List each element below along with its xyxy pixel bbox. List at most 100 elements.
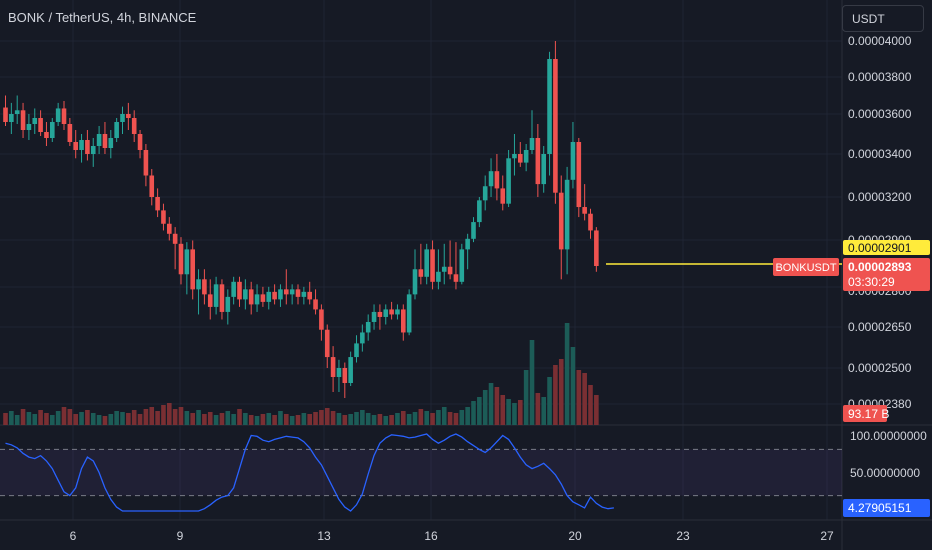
volume-bar xyxy=(576,370,582,425)
candle-body xyxy=(289,289,295,295)
candle-body xyxy=(488,171,494,187)
volume-bar xyxy=(518,400,523,425)
candle-body xyxy=(477,200,482,223)
candle-body xyxy=(131,118,137,134)
candle-body xyxy=(354,343,359,358)
volume-bar xyxy=(289,416,295,425)
volume-bar xyxy=(588,385,593,425)
volume-bar xyxy=(459,410,465,425)
volume-bar xyxy=(61,407,67,425)
candle-body xyxy=(9,114,14,122)
candle-body xyxy=(225,296,231,312)
candle-body xyxy=(266,291,272,302)
volume-bar xyxy=(126,413,131,425)
volume-bar xyxy=(412,412,418,425)
volume-bar xyxy=(219,413,225,425)
volume-badge xyxy=(843,405,887,422)
countdown-text: 03:30:29 xyxy=(848,275,895,289)
candle-body xyxy=(348,357,353,383)
volume-bar xyxy=(207,412,213,425)
candle-body xyxy=(395,309,400,315)
candle-body xyxy=(576,142,582,208)
oscillator-axis-label: 100.00000000 xyxy=(850,429,927,443)
candle-body xyxy=(377,311,383,317)
candle-body xyxy=(126,114,131,118)
candle-body xyxy=(260,294,266,302)
volume-bar xyxy=(266,413,272,425)
current-price-badge-text: 0.00002893 xyxy=(848,260,912,274)
volume-badge-text: 93.17 B xyxy=(848,407,889,421)
time-axis-label: 9 xyxy=(177,529,184,543)
volume-bar xyxy=(96,415,102,425)
volume-bar xyxy=(383,416,389,425)
candle-body xyxy=(313,299,318,310)
oscillator-value-badge-text: 4.27905151 xyxy=(848,501,912,515)
volume-bar xyxy=(342,415,348,425)
candle-body xyxy=(248,289,254,305)
candle-body xyxy=(336,368,342,377)
volume-bar xyxy=(371,415,377,425)
candle-body xyxy=(523,150,529,163)
volume-bar xyxy=(67,409,73,425)
volume-bar xyxy=(85,410,90,425)
volume-bar xyxy=(178,407,184,425)
candle-body xyxy=(471,222,476,239)
volume-bar xyxy=(529,340,535,425)
alert-price-badge-text: 0.00002901 xyxy=(848,241,912,255)
time-axis-label: 16 xyxy=(424,529,438,543)
volume-bar xyxy=(102,416,108,425)
volume-bar xyxy=(330,411,336,425)
candle-body xyxy=(564,179,570,250)
volume-bar xyxy=(488,383,494,425)
price-axis-label: 0.00003200 xyxy=(848,190,912,204)
candle-body xyxy=(184,249,190,275)
candle-body xyxy=(90,146,96,154)
volume-bar xyxy=(424,411,429,425)
volume-bar xyxy=(482,390,488,425)
volume-bar xyxy=(73,414,78,425)
oscillator-band-fill xyxy=(0,449,842,496)
time-axis-label: 20 xyxy=(568,529,582,543)
candle-body xyxy=(3,107,8,122)
volume-bar xyxy=(553,365,558,425)
candle-body xyxy=(465,238,470,250)
volume-bar xyxy=(284,414,289,425)
volume-bar xyxy=(90,413,96,425)
volume-bar xyxy=(79,412,84,425)
volume-bar xyxy=(377,414,383,425)
volume-bar xyxy=(225,411,231,425)
volume-bar xyxy=(149,407,155,425)
candle-body xyxy=(20,110,26,130)
candle-body xyxy=(453,274,459,282)
candle-body xyxy=(55,108,61,122)
candle-body xyxy=(500,188,506,204)
volume-bar xyxy=(172,409,178,425)
symbol-badge xyxy=(773,258,839,276)
time-axis-label: 6 xyxy=(70,529,77,543)
volume-bar xyxy=(9,411,14,425)
volume-bar xyxy=(395,413,400,425)
candle-body xyxy=(330,357,336,377)
candle-body xyxy=(85,140,90,154)
volume-bar xyxy=(260,414,266,425)
candle-body xyxy=(32,118,38,124)
volume-bar xyxy=(131,410,137,425)
candle-body xyxy=(441,266,447,272)
volume-bar xyxy=(465,407,470,425)
currency-selector-button[interactable]: USDT xyxy=(842,5,924,32)
candle-body xyxy=(155,197,160,211)
candle-body xyxy=(73,142,78,150)
volume-bar xyxy=(14,415,20,425)
volume-bar xyxy=(360,410,365,425)
volume-bar xyxy=(365,413,371,425)
volume-bar xyxy=(237,409,242,425)
candle-body xyxy=(506,158,511,204)
candle-body xyxy=(207,294,213,307)
volume-bar xyxy=(20,409,26,425)
candle-body xyxy=(284,289,289,295)
volume-bar xyxy=(512,403,517,425)
candle-body xyxy=(278,289,283,300)
candle-body xyxy=(518,154,523,163)
candle-body xyxy=(547,59,552,154)
